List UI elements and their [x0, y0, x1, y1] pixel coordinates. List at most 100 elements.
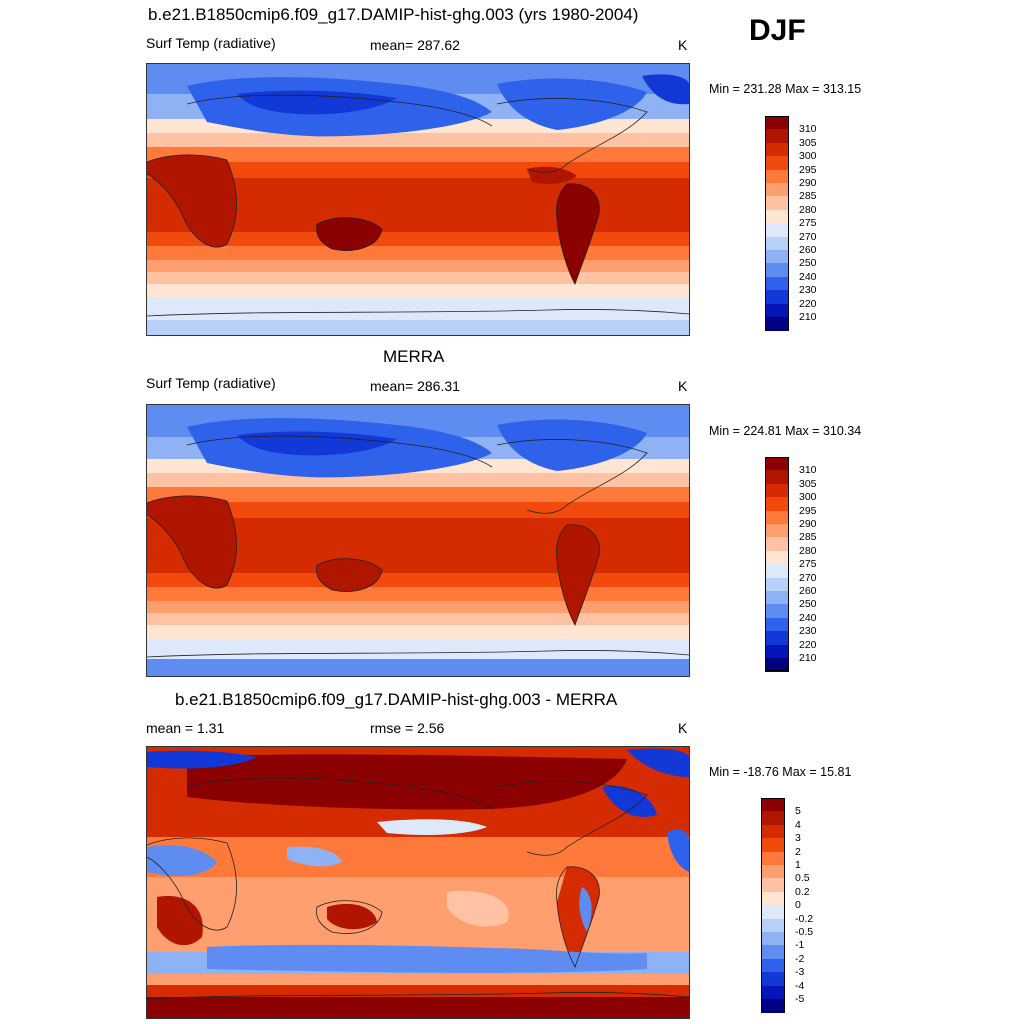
colorbar-tick-label: 230: [799, 625, 817, 638]
colorbar-cell: [765, 577, 789, 592]
colorbar-cell: [761, 918, 785, 933]
panel2-mean-label: mean= 286.31: [370, 378, 460, 394]
colorbar-cell: [761, 999, 785, 1013]
colorbar-cell: [765, 290, 789, 305]
colorbar-tick-label: 280: [799, 544, 817, 557]
colorbar-cell: [765, 209, 789, 224]
colorbar-cell: [765, 129, 789, 144]
panel2-minmax-label: Min = 224.81 Max = 310.34: [709, 424, 862, 438]
colorbar-cell: [761, 811, 785, 826]
colorbar-cell: [765, 644, 789, 659]
colorbar-tick-label: -5: [795, 993, 805, 1005]
colorbar-frame: [761, 798, 785, 1013]
colorbar-cell: [765, 169, 789, 184]
colorbar-cell: [765, 236, 789, 251]
colorbar-cell: [761, 798, 785, 812]
colorbar-cell: [765, 564, 789, 579]
colorbar-cell: [761, 945, 785, 960]
colorbar-tick-label: 280: [799, 203, 817, 216]
panel1-map-svg: [147, 64, 689, 335]
colorbar-tick-label: 220: [799, 638, 817, 651]
colorbar-cell: [761, 891, 785, 906]
colorbar-tick-label: 275: [799, 558, 817, 571]
colorbar-cell: [765, 524, 789, 538]
colorbar-tick-label: 1: [795, 859, 801, 871]
colorbar-cell: [761, 972, 785, 987]
panel3-mean-label: mean = 1.31: [146, 720, 225, 736]
colorbar-tick-label: 230: [799, 284, 817, 297]
panel1-map: [146, 63, 690, 336]
colorbar-tick-label: 4: [795, 818, 801, 831]
panel2-map-svg: [147, 405, 689, 676]
colorbar-tick-label: -3: [795, 966, 805, 979]
panel1-mean-label: mean= 287.62: [370, 37, 460, 53]
colorbar-tick-label: 260: [799, 585, 817, 597]
panel2-variable-label: Surf Temp (radiative): [146, 375, 276, 391]
panel1-units-label: K: [678, 37, 688, 53]
colorbar-tick-label: 5: [795, 805, 801, 818]
panel2-map: [146, 404, 690, 677]
colorbar-tick-label: 270: [799, 230, 817, 243]
panel1-title: b.e21.B1850cmip6.f09_g17.DAMIP-hist-ghg.…: [148, 5, 639, 24]
colorbar-cell: [765, 470, 789, 485]
colorbar-cell: [765, 223, 789, 238]
panel3-minmax-label: Min = -18.76 Max = 15.81: [709, 765, 852, 779]
colorbar-tick-label: 270: [799, 571, 817, 584]
colorbar-cell: [765, 317, 789, 331]
colorbar-cell: [765, 497, 789, 512]
colorbar-tick-label: 300: [799, 150, 817, 163]
colorbar-tick-label: 290: [799, 177, 817, 189]
panel1-minmax-label: Min = 231.28 Max = 313.15: [709, 82, 862, 96]
colorbar-tick-label: 240: [799, 611, 817, 624]
panel3-rmse-label: rmse = 2.56: [370, 720, 445, 736]
colorbar-tick-label: 310: [799, 123, 817, 136]
colorbar-cell: [765, 303, 789, 318]
colorbar-tick-label: 210: [799, 311, 817, 323]
season-label: DJF: [749, 14, 806, 47]
colorbar-cell: [765, 658, 789, 672]
colorbar-tick-label: 310: [799, 464, 817, 477]
colorbar-tick-label: 220: [799, 297, 817, 310]
colorbar-tick-label: 305: [799, 136, 817, 149]
colorbar-cell: [761, 838, 785, 853]
colorbar-tick-label: 0: [795, 899, 801, 912]
colorbar-tick-label: -2: [795, 952, 805, 965]
colorbar-tick-label: 250: [799, 257, 817, 270]
panel2-title: MERRA: [383, 347, 445, 366]
colorbar-cell: [765, 250, 789, 264]
colorbar-cell: [765, 183, 789, 197]
colorbar-tick-label: 285: [799, 531, 817, 544]
colorbar-cell: [765, 263, 789, 278]
colorbar-cell: [761, 824, 785, 839]
colorbar-tick-label: 300: [799, 491, 817, 504]
panel3-map: [146, 746, 690, 1019]
colorbar-tick-label: 285: [799, 190, 817, 203]
colorbar-cell: [765, 617, 789, 632]
colorbar-cell: [765, 631, 789, 646]
colorbar-tick-label: 295: [799, 163, 817, 176]
colorbar-tick-label: 260: [799, 244, 817, 256]
colorbar-tick-label: 240: [799, 270, 817, 283]
colorbar-cell: [761, 905, 785, 920]
colorbar-cell: [765, 591, 789, 605]
colorbar-tick-label: 250: [799, 598, 817, 611]
colorbar-tick-label: 2: [795, 845, 801, 858]
colorbar-cell: [761, 878, 785, 893]
colorbar-frame: [765, 116, 789, 331]
colorbar-cell: [765, 457, 789, 471]
colorbar-cell: [761, 851, 785, 866]
panel2-units-label: K: [678, 378, 688, 394]
colorbar-cell: [765, 537, 789, 552]
colorbar-tick-label: 295: [799, 504, 817, 517]
panel3-map-svg: [147, 747, 689, 1018]
colorbar-tick-label: 275: [799, 217, 817, 230]
colorbar-tick-label: -0.2: [795, 912, 814, 925]
colorbar-cell: [761, 932, 785, 946]
colorbar-tick-label: 290: [799, 518, 817, 530]
colorbar-cell: [765, 156, 789, 171]
colorbar-cell: [761, 958, 785, 973]
colorbar-tick-label: 305: [799, 477, 817, 490]
colorbar-cell: [761, 865, 785, 879]
colorbar-cell: [765, 604, 789, 619]
colorbar-cell: [761, 985, 785, 1000]
